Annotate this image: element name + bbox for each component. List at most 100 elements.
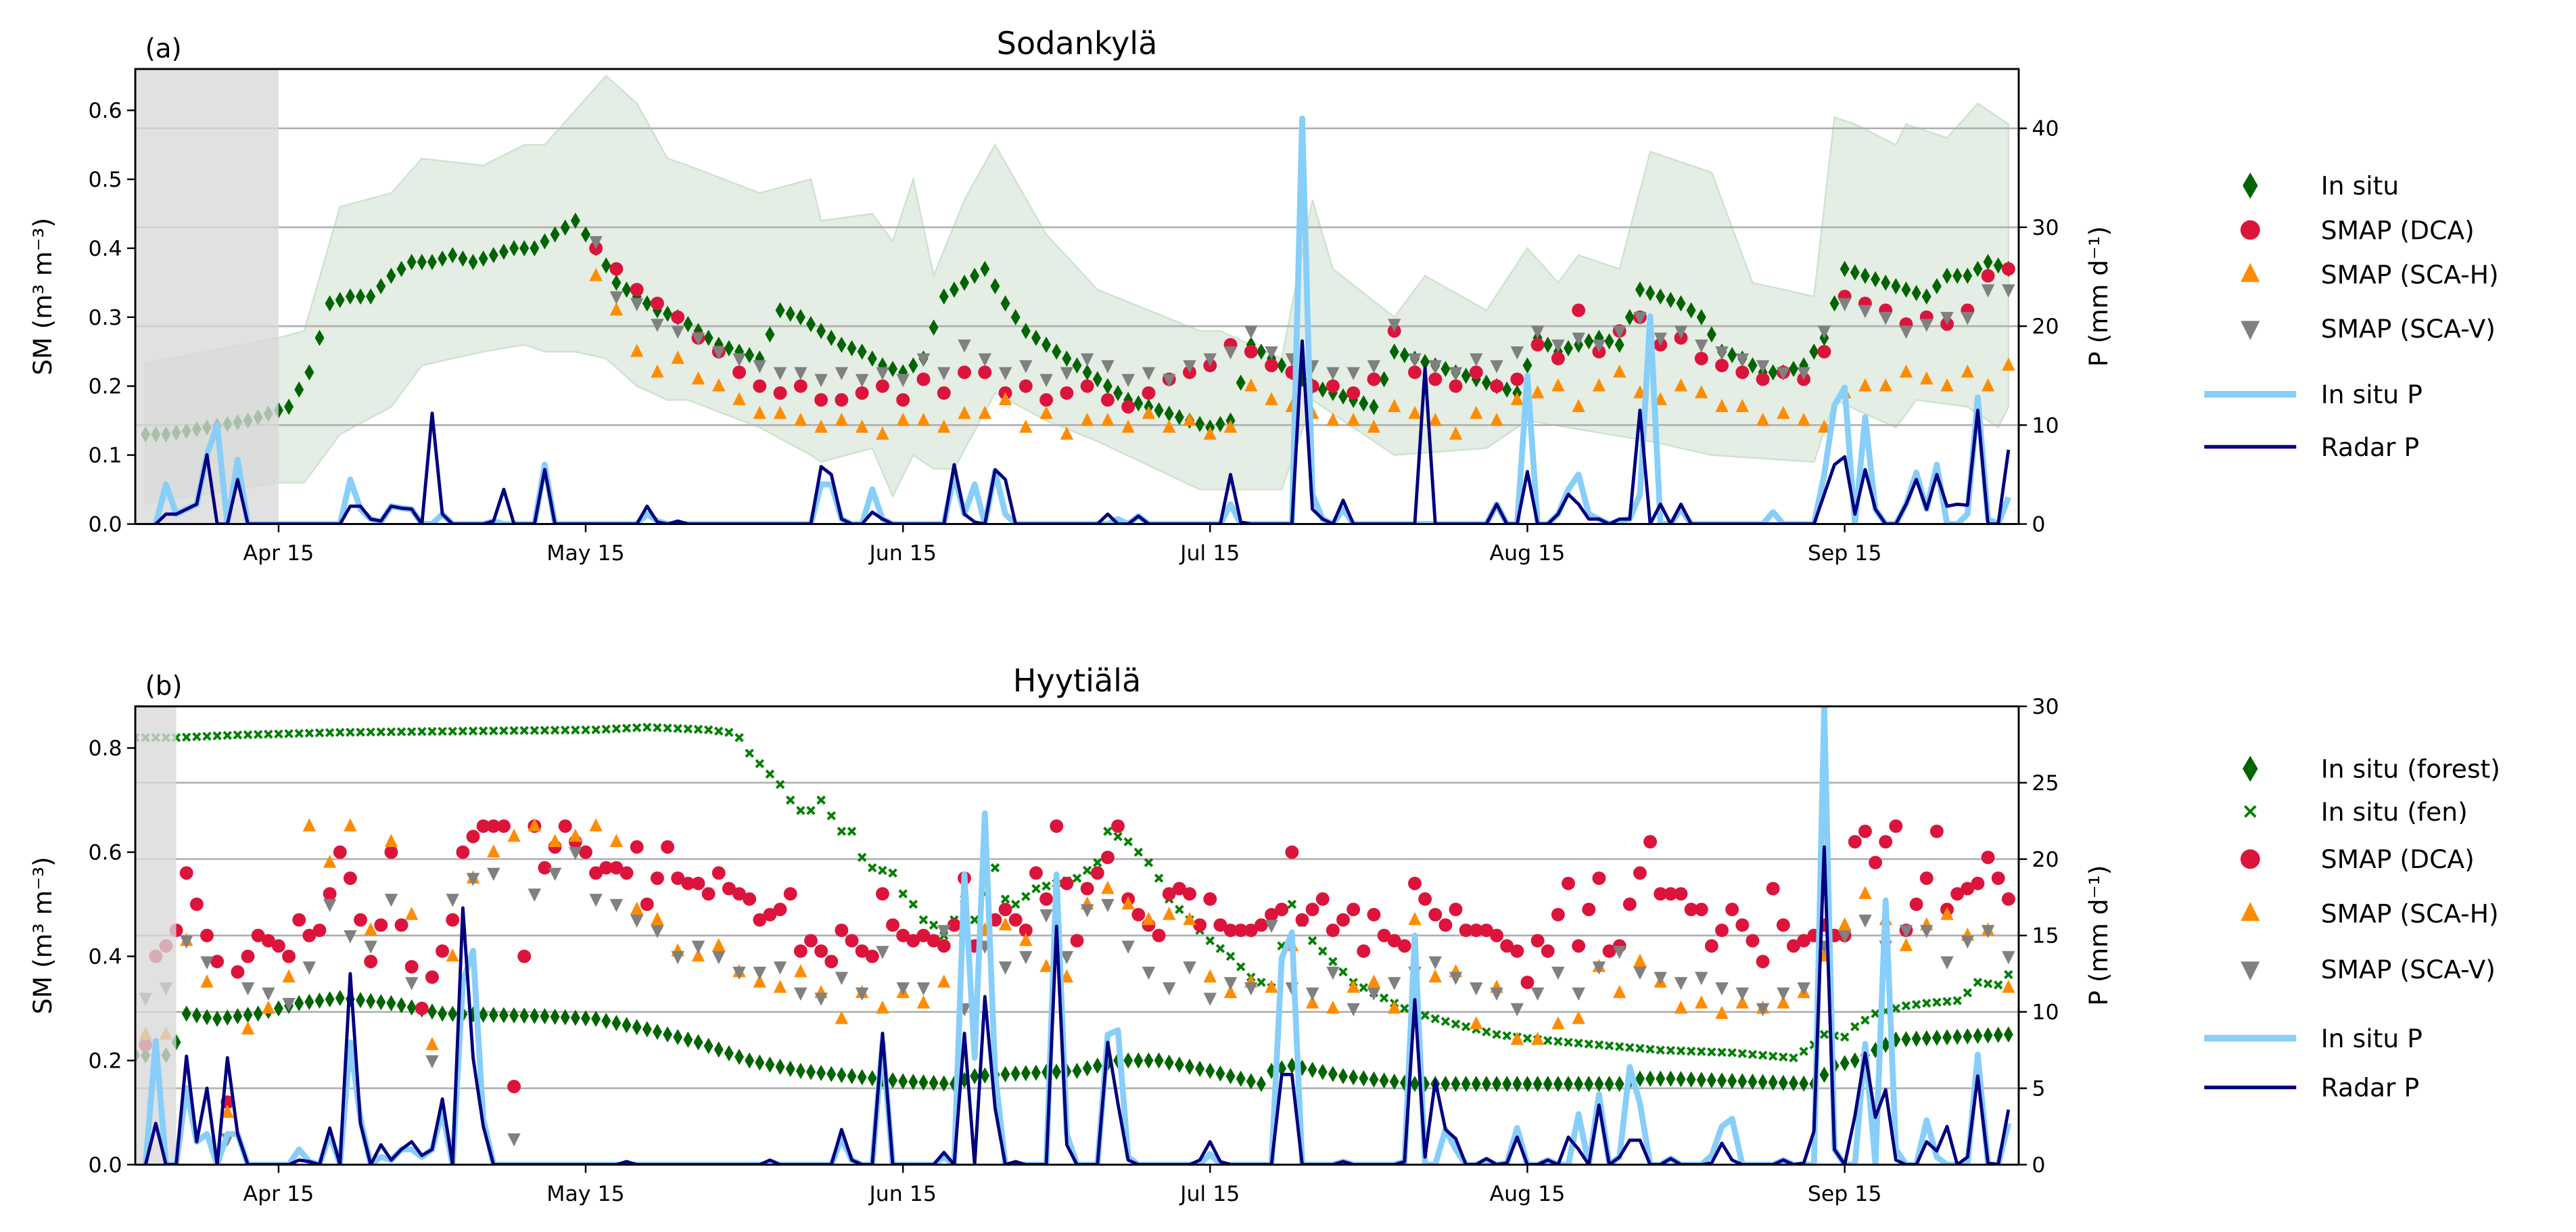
data-point: [1133, 395, 1144, 412]
data-point: [732, 966, 746, 980]
data-point: [415, 1001, 429, 1016]
data-point: [427, 1003, 437, 1020]
data-point: [1481, 1076, 1491, 1093]
data-point: [1307, 936, 1317, 946]
data-point: [1461, 1022, 1471, 1032]
data-point: [651, 925, 664, 938]
data-point: [1981, 925, 1995, 938]
data-point: [1203, 892, 1217, 906]
data-point: [1265, 907, 1279, 921]
data-point: [1367, 974, 1381, 988]
data-point: [1695, 339, 1708, 353]
data-point: [683, 1031, 693, 1048]
data-point: [1881, 1036, 1891, 1053]
data-point: [251, 928, 265, 942]
data-point: [765, 769, 775, 779]
y-tick-label: 0.8: [88, 737, 122, 761]
data-point: [724, 340, 734, 357]
data-point: [1612, 364, 1626, 378]
data-point: [581, 226, 590, 243]
data-point: [1674, 325, 1688, 339]
data-point: [1174, 1056, 1184, 1073]
data-point: [1840, 1032, 1850, 1042]
data-point: [1963, 1028, 1973, 1045]
data-point: [898, 364, 908, 381]
data-point: [1604, 1041, 1614, 1051]
data-point: [1019, 419, 1033, 433]
data-point: [1256, 1076, 1266, 1093]
data-point: [1920, 371, 1934, 385]
data-point: [1837, 917, 1852, 931]
y2-tick-label: 0: [2032, 1153, 2045, 1177]
data-point: [875, 887, 889, 901]
data-point: [1346, 386, 1361, 400]
data-point: [406, 254, 417, 271]
data-point: [1572, 939, 1586, 953]
data-point: [488, 1007, 498, 1024]
data-point: [241, 982, 255, 996]
data-point: [732, 365, 746, 380]
data-point: [1338, 1068, 1349, 1085]
legend-label: In situ (fen): [2321, 797, 2468, 827]
data-point: [1614, 1042, 1624, 1051]
data-point: [724, 727, 734, 737]
data-point: [528, 818, 542, 831]
data-point: [344, 818, 357, 831]
data-point: [1695, 385, 1708, 398]
data-point: [753, 913, 767, 927]
data-point: [550, 226, 560, 243]
data-point: [1510, 392, 1524, 405]
data-point: [630, 283, 644, 297]
data-point: [896, 373, 910, 388]
data-point: [1551, 352, 1565, 365]
data-point: [1656, 1070, 1666, 1087]
data-point: [417, 254, 427, 271]
data-point: [302, 928, 317, 942]
data-point: [478, 726, 488, 736]
data-point: [1326, 379, 1340, 393]
data-point: [1389, 1073, 1399, 1090]
data-point: [663, 1026, 673, 1043]
data-point: [1940, 312, 1954, 325]
data-point: [374, 918, 388, 932]
y2-tick-label: 20: [2032, 848, 2059, 872]
data-point: [1797, 413, 1810, 426]
data-point: [1223, 984, 1238, 999]
legend-label: SMAP (SCA-H): [2321, 898, 2499, 928]
data-point: [1479, 923, 1493, 938]
data-point: [1633, 966, 1647, 980]
data-point: [630, 914, 644, 928]
data-point: [489, 726, 498, 735]
data-point: [456, 845, 470, 859]
data-point: [906, 934, 920, 948]
data-point: [1438, 918, 1453, 932]
data-point: [1000, 1066, 1010, 1082]
data-point: [1592, 871, 1606, 886]
data-point: [1326, 923, 1340, 938]
data-point: [1257, 978, 1266, 987]
data-point: [530, 239, 540, 256]
data-point: [1715, 359, 1729, 373]
data-point: [793, 379, 807, 393]
legend-label: In situ P: [2321, 1024, 2422, 1053]
data-point: [1850, 1022, 1860, 1032]
data-point: [765, 326, 775, 343]
data-point: [745, 748, 754, 758]
data-point: [773, 961, 787, 975]
data-point: [1326, 966, 1340, 980]
data-point: [323, 854, 337, 868]
data-point: [1686, 1047, 1696, 1056]
data-point: [609, 262, 624, 276]
data-point: [1735, 398, 1750, 413]
data-point: [876, 426, 889, 440]
data-point: [314, 329, 325, 346]
data-point: [1041, 336, 1052, 353]
data-point: [417, 727, 427, 737]
data-point: [814, 393, 828, 407]
data-point: [773, 903, 787, 917]
data-point: [1756, 413, 1770, 426]
data-point: [476, 819, 490, 834]
data-point: [1799, 1047, 1808, 1056]
data-point: [1082, 364, 1092, 381]
data-point: [540, 1008, 550, 1025]
